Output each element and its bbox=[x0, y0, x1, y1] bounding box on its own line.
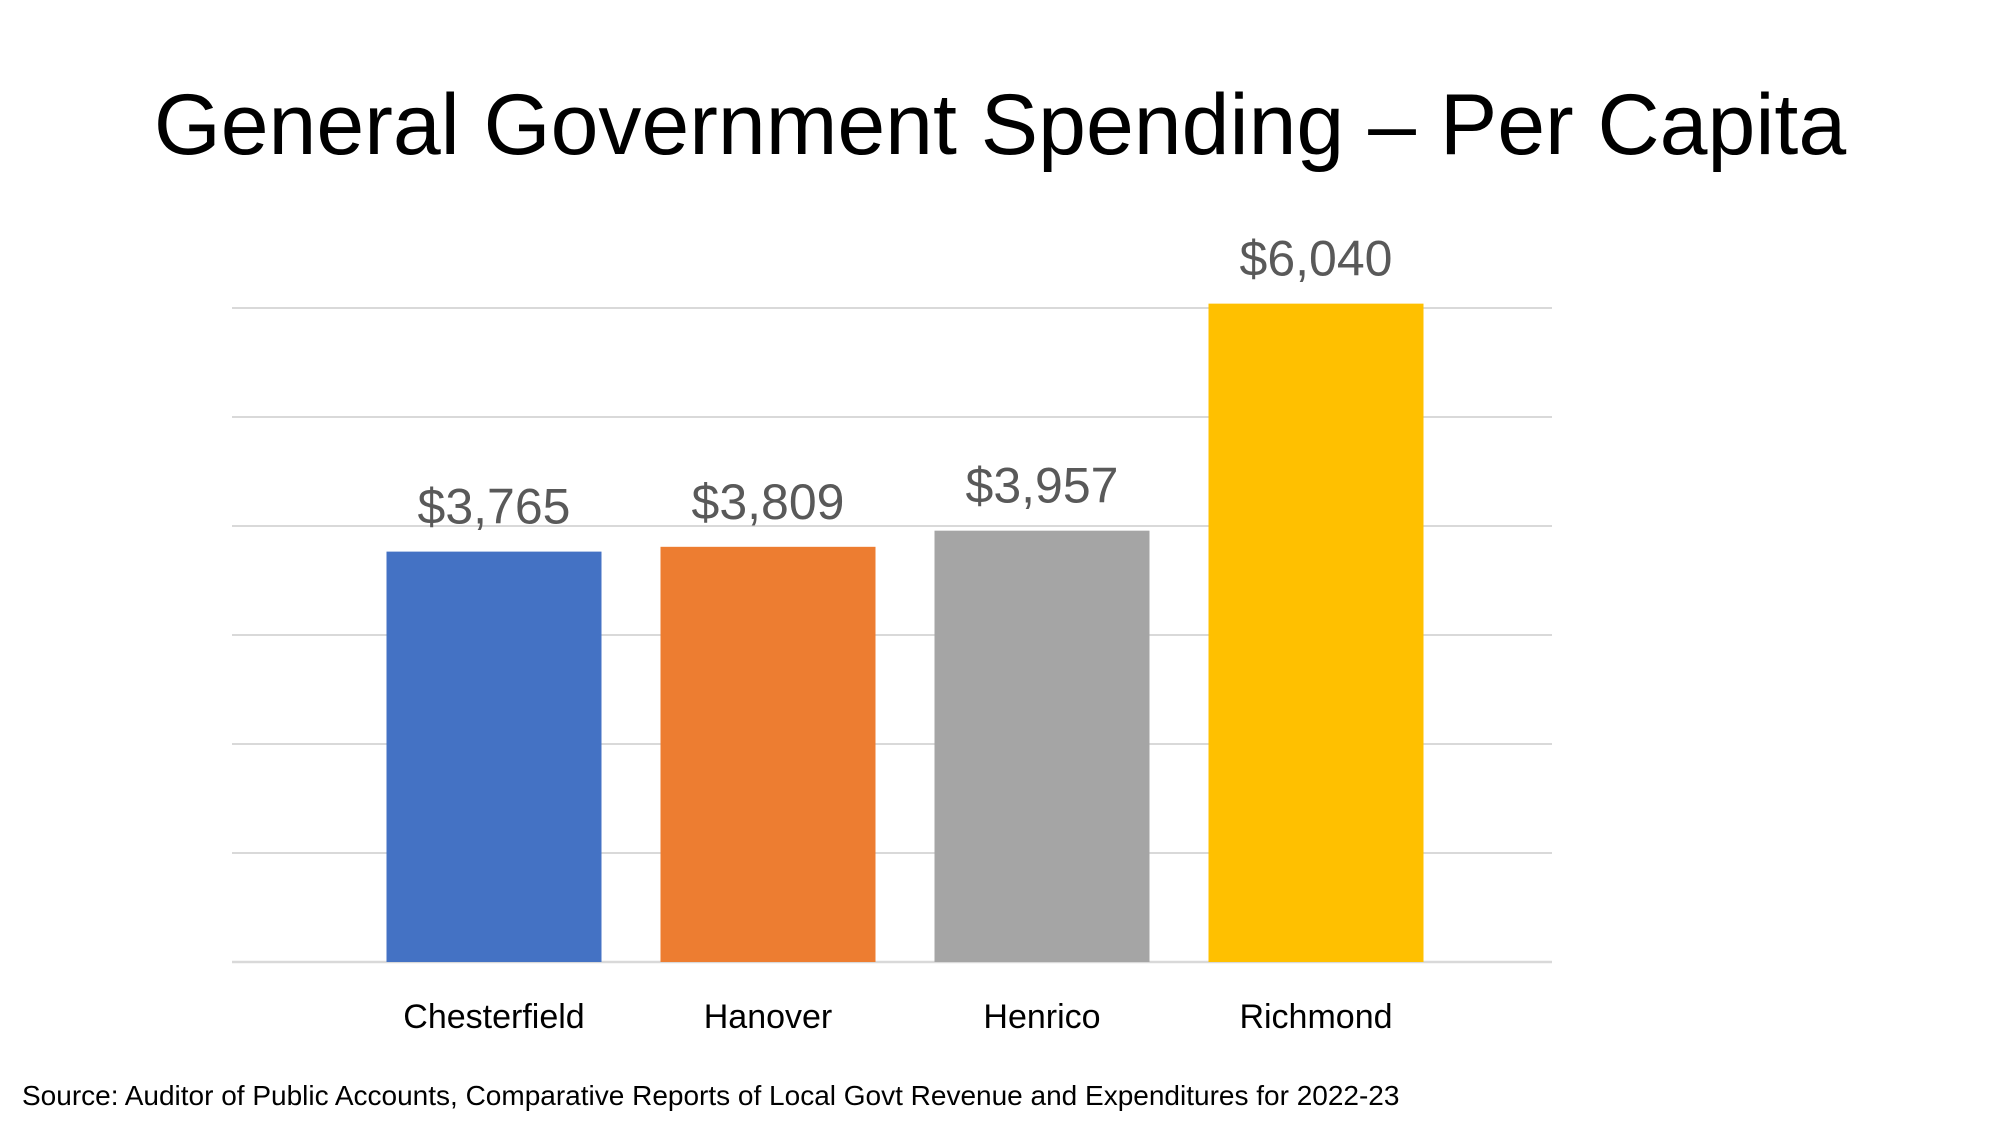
data-labels: $3,765 $3,809 $3,957 $6,040 bbox=[418, 231, 1393, 535]
category-label-hanover: Hanover bbox=[704, 998, 833, 1036]
category-labels: Chesterfield Hanover Henrico Richmond bbox=[403, 998, 1392, 1036]
category-label-henrico: Henrico bbox=[983, 998, 1100, 1036]
category-label-chesterfield: Chesterfield bbox=[403, 998, 584, 1036]
bar-chesterfield bbox=[386, 551, 602, 962]
data-label-chesterfield: $3,765 bbox=[418, 479, 571, 535]
data-label-henrico: $3,957 bbox=[966, 458, 1119, 514]
bar-richmond bbox=[1208, 303, 1424, 962]
bar-henrico bbox=[934, 530, 1150, 962]
bars bbox=[386, 303, 1424, 962]
page-title: General Government Spending – Per Capita bbox=[153, 77, 1847, 173]
data-label-richmond: $6,040 bbox=[1240, 231, 1393, 287]
bar-hanover bbox=[660, 546, 876, 962]
data-label-hanover: $3,809 bbox=[692, 474, 845, 530]
category-label-richmond: Richmond bbox=[1239, 998, 1392, 1036]
source-note: Source: Auditor of Public Accounts, Comp… bbox=[22, 1080, 1400, 1111]
